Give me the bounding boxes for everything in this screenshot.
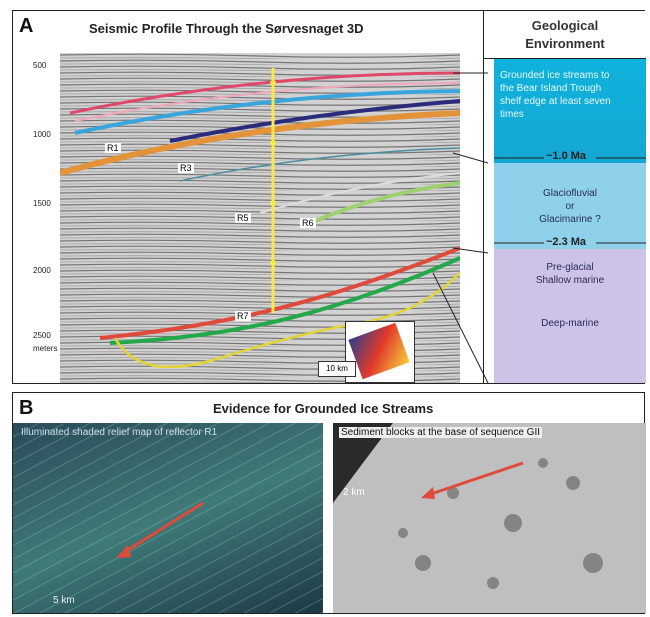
environment-header: Geological Environment xyxy=(484,11,646,59)
age-2-label: ~2.3 Ma xyxy=(546,236,587,248)
zone-glacio: Glaciofluvial or Glacimarine ? xyxy=(494,163,646,249)
depth-tick-2000: 2000 xyxy=(33,266,51,275)
deep-marine-text: Deep-marine xyxy=(541,318,599,329)
panel-a: A Seismic Profile Through the Sørvesnage… xyxy=(12,10,646,384)
zone-pre-glacial: Pre-glacial Shallow marine Deep-marine xyxy=(494,249,646,383)
pre-line2: Shallow marine xyxy=(535,275,605,286)
depth-tick-2500: 2500 xyxy=(33,331,51,340)
relief-map-caption: Illuminated shaded relief map of reflect… xyxy=(21,427,218,438)
sediment-blocks-scale: 2 km xyxy=(343,487,365,498)
glacio-line1: Glaciofluvial xyxy=(543,188,597,199)
sediment-blocks-caption: Sediment blocks at the base of sequence … xyxy=(339,427,543,438)
reflector-label-r5: R5 xyxy=(235,213,251,223)
panel-b-letter: B xyxy=(19,397,34,419)
inset-colour-map xyxy=(348,322,410,380)
environment-header-line1: Geological xyxy=(531,18,599,33)
seismic-profile-image: R1 R3 R5 R6 R7 10 km xyxy=(60,53,460,383)
panel-b: B Evidence for Grounded Ice Streams Illu… xyxy=(12,392,646,614)
panel-a-letter: A xyxy=(19,15,34,37)
scale-bar-a: 10 km xyxy=(318,361,356,377)
depth-unit: meters xyxy=(33,344,58,353)
depth-tick-500: 500 xyxy=(33,61,47,70)
environment-header-line2: Environment xyxy=(525,36,605,51)
reflector-label-r7: R7 xyxy=(235,311,251,321)
panel-b-title: Evidence for Grounded Ice Streams xyxy=(213,401,434,416)
inset-location-map xyxy=(345,321,415,383)
depth-tick-1500: 1500 xyxy=(33,199,51,208)
reflector-label-r3: R3 xyxy=(178,163,194,173)
sediment-blocks-image: Sediment blocks at the base of sequence … xyxy=(333,423,646,613)
geological-environment-column: Geological Environment Grounded ice stre… xyxy=(483,11,646,383)
glacio-line2: or xyxy=(565,201,575,212)
ice-streams-text: Grounded ice streams to the Bear Island … xyxy=(500,70,611,120)
reflector-label-r6: R6 xyxy=(300,218,316,228)
age-1-label: ~1.0 Ma xyxy=(546,150,587,162)
pre-line1: Pre-glacial xyxy=(546,262,594,273)
relief-map-scale: 5 km xyxy=(53,595,75,606)
zone-ice-streams: Grounded ice streams to the Bear Island … xyxy=(494,59,646,163)
depth-tick-1000: 1000 xyxy=(33,130,51,139)
shaded-relief-map: Illuminated shaded relief map of reflect… xyxy=(13,423,323,613)
panel-a-title: Seismic Profile Through the Sørvesnaget … xyxy=(89,21,364,36)
reflector-label-r1: R1 xyxy=(105,143,121,153)
glacio-line3: Glacimarine ? xyxy=(539,214,601,225)
